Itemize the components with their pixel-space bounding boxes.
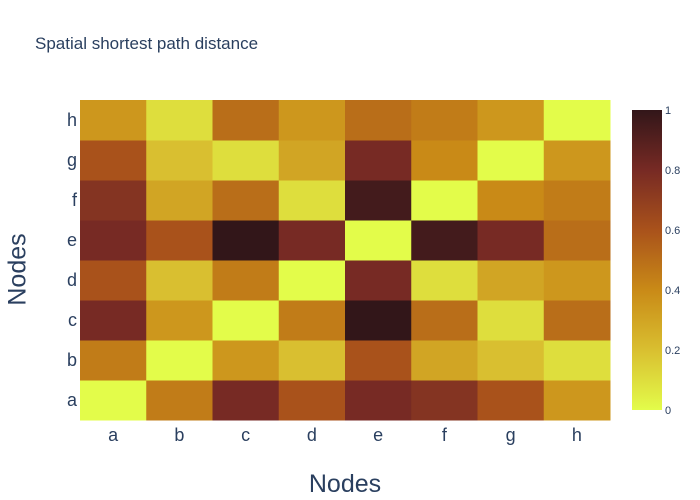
colorbar-tick-label: 0.4 (665, 285, 680, 297)
heatmap-cell-f-b (146, 180, 213, 221)
heatmap-cell-b-b (146, 340, 213, 381)
heatmap-cell-a-h (543, 380, 611, 421)
heatmap-cell-e-e (345, 220, 412, 261)
heatmap-cell-f-h (543, 180, 611, 221)
heatmap-cell-c-g (477, 300, 545, 341)
heatmap-cell-h-g (477, 100, 545, 141)
x-tick-label: g (506, 425, 516, 445)
colorbar (632, 110, 662, 410)
heatmap-cell-c-d (278, 300, 346, 341)
heatmap-cell-c-a (80, 300, 147, 341)
heatmap-cell-e-c (212, 220, 280, 261)
heatmap-cell-c-h (543, 300, 611, 341)
heatmap-cell-e-b (146, 220, 213, 261)
heatmap-cell-b-f (411, 340, 478, 381)
colorbar-tick-label: 0.6 (665, 225, 680, 237)
x-tick-label: f (442, 425, 448, 445)
colorbar-tick-label: 0.8 (665, 165, 680, 177)
y-tick-label: f (72, 190, 78, 210)
heatmap-cell-h-c (212, 100, 280, 141)
heatmap-cell-g-h (543, 140, 611, 181)
heatmap-cell-c-f (411, 300, 478, 341)
heatmap-cell-d-f (411, 260, 478, 301)
heatmap-cell-d-d (278, 260, 346, 301)
colorbar-tick-label: 0 (665, 405, 671, 417)
heatmap-cell-a-g (477, 380, 545, 421)
heatmap-cell-a-a (80, 380, 147, 421)
heatmap-cell-c-b (146, 300, 213, 341)
heatmap-cell-a-e (345, 380, 412, 421)
heatmap-cell-h-a (80, 100, 147, 141)
heatmap-cell-h-d (278, 100, 346, 141)
heatmap-cell-a-c (212, 380, 280, 421)
heatmap-cell-g-e (345, 140, 412, 181)
heatmap-cell-d-h (543, 260, 611, 301)
x-tick-label: d (307, 425, 317, 445)
y-tick-label: b (67, 350, 77, 370)
x-tick-label: c (241, 425, 250, 445)
heatmap-cell-d-g (477, 260, 545, 301)
heatmap-cell-e-h (543, 220, 611, 261)
heatmap-cell-e-f (411, 220, 478, 261)
x-tick-label: b (174, 425, 184, 445)
heatmap-cell-b-a (80, 340, 147, 381)
heatmap-cell-h-h (543, 100, 611, 141)
x-tick-label: a (108, 425, 119, 445)
heatmap-cell-e-d (278, 220, 346, 261)
heatmap-cell-a-b (146, 380, 213, 421)
heatmap-cell-f-d (278, 180, 346, 221)
colorbar-tick-label: 0.2 (665, 345, 680, 357)
heatmap-cell-f-a (80, 180, 147, 221)
heatmap-cell-h-b (146, 100, 213, 141)
heatmap-cell-g-f (411, 140, 478, 181)
heatmap-cell-f-c (212, 180, 280, 221)
heatmap-cell-d-e (345, 260, 412, 301)
heatmap-cell-f-g (477, 180, 545, 221)
heatmap-cell-a-d (278, 380, 346, 421)
chart-title: Spatial shortest path distance (35, 34, 259, 53)
y-tick-label: a (67, 390, 78, 410)
heatmap-cell-h-f (411, 100, 478, 141)
heatmap-cell-d-b (146, 260, 213, 301)
heatmap-cell-d-c (212, 260, 280, 301)
heatmap-cell-c-e (345, 300, 412, 341)
y-tick-label: e (67, 230, 77, 250)
heatmap-cell-a-f (411, 380, 478, 421)
y-tick-label: g (67, 150, 77, 170)
heatmap-cell-e-g (477, 220, 545, 261)
heatmap-cell-h-e (345, 100, 412, 141)
heatmap-cell-c-c (212, 300, 280, 341)
y-tick-label: h (67, 110, 77, 130)
heatmap-cell-f-f (411, 180, 478, 221)
heatmap-cell-g-d (278, 140, 346, 181)
heatmap-cell-b-e (345, 340, 412, 381)
heatmap-cell-g-a (80, 140, 147, 181)
heatmap-cell-f-e (345, 180, 412, 221)
y-axis-label: Nodes (3, 233, 32, 306)
heatmap-cell-d-a (80, 260, 147, 301)
heatmap-cell-b-d (278, 340, 346, 381)
colorbar-tick-label: 1 (665, 105, 671, 117)
x-tick-label: h (572, 425, 582, 445)
heatmap-cell-g-c (212, 140, 280, 181)
x-axis-label: Nodes (308, 470, 382, 498)
heatmap-cell-g-g (477, 140, 545, 181)
heatmap-cell-g-b (146, 140, 213, 181)
y-tick-label: c (68, 310, 77, 330)
heatmap-cell-b-h (543, 340, 611, 381)
heatmap-cell-b-c (212, 340, 280, 381)
x-tick-label: e (373, 425, 383, 445)
heatmap-cell-e-a (80, 220, 147, 261)
y-tick-label: d (67, 270, 77, 290)
heatmap-cell-b-g (477, 340, 545, 381)
